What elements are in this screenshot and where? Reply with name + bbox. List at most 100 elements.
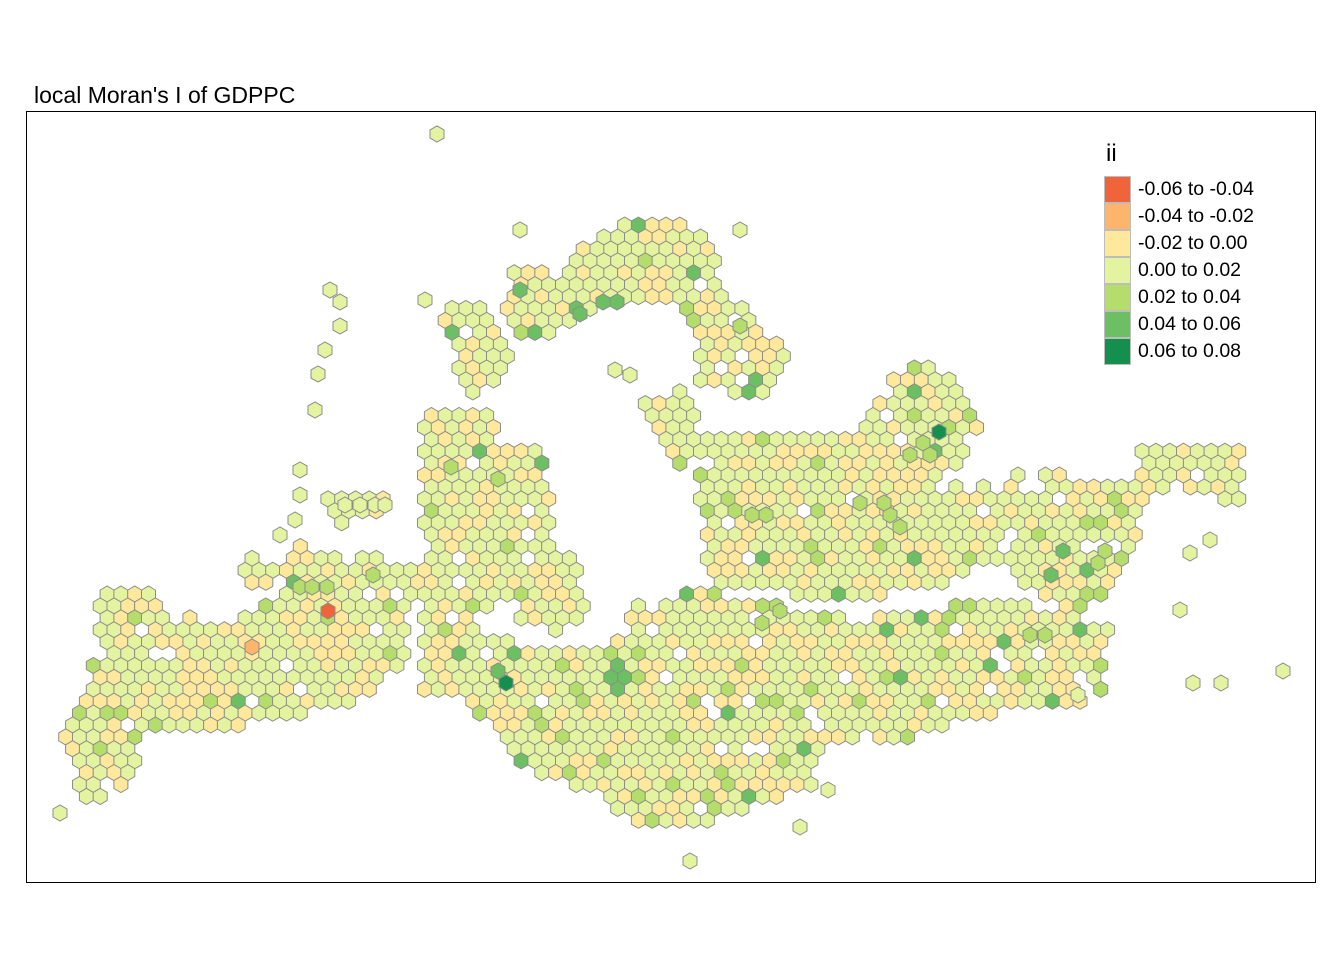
map-frame <box>26 111 1316 883</box>
hex-cell <box>365 566 381 584</box>
hex-cell <box>982 704 998 722</box>
hex-cell <box>272 526 288 544</box>
hex-cell <box>975 549 991 568</box>
hex-cell <box>755 787 771 806</box>
hex-cell <box>876 494 892 512</box>
legend-swatch <box>1104 230 1131 257</box>
hex-cell <box>607 361 623 379</box>
hex-cell <box>443 458 459 476</box>
hex-cell <box>389 656 405 675</box>
hex-cell <box>1182 544 1198 562</box>
hex-cell <box>430 680 446 698</box>
hex-cell <box>852 494 868 512</box>
legend-item: -0.02 to 0.00 <box>1104 230 1254 257</box>
legend-label: -0.02 to 0.00 <box>1138 232 1248 254</box>
hex-cell <box>1031 692 1047 710</box>
hex-cell <box>332 293 348 311</box>
hex-cell <box>644 811 660 829</box>
hex-cell <box>622 366 638 384</box>
map-title: local Moran's I of GDPPC <box>34 82 296 108</box>
hex-cell <box>377 496 393 514</box>
hex-cell <box>1090 554 1106 572</box>
hex-cell <box>872 585 888 603</box>
legend-item: 0.04 to 0.06 <box>1104 311 1254 338</box>
hex-cell <box>1086 525 1102 544</box>
hex-cell <box>902 446 918 464</box>
hex-cell <box>741 383 757 401</box>
hex-cell <box>327 692 343 710</box>
hex-cell <box>955 561 971 579</box>
hex-cell <box>319 578 335 596</box>
legend-swatch <box>1104 311 1131 338</box>
hex-cell <box>513 752 529 770</box>
legend-swatch <box>1104 203 1131 230</box>
hex-cell <box>230 716 246 734</box>
hex-cell <box>686 811 702 829</box>
hex-cell <box>322 281 338 299</box>
hex-cell <box>644 287 660 306</box>
hex-cell <box>744 506 760 524</box>
hex-cell <box>341 692 357 710</box>
hex-cell <box>789 585 805 603</box>
hex-cell <box>292 461 308 479</box>
hex-cell <box>307 401 323 419</box>
hex-cell <box>78 787 94 806</box>
hex-cell <box>154 633 170 651</box>
hex-cell <box>251 704 267 722</box>
hex-cell <box>1202 531 1218 549</box>
hex-cell <box>161 716 177 734</box>
hex-cell <box>1037 626 1053 644</box>
hex-cell <box>1070 686 1086 704</box>
hex-cell <box>1043 566 1059 584</box>
legend-swatch <box>1104 284 1131 311</box>
hex-cell <box>732 221 748 239</box>
hex-cell <box>858 585 874 603</box>
legend-label: 0.04 to 0.06 <box>1138 313 1242 335</box>
hex-cell <box>1213 674 1229 692</box>
hex-cell <box>900 728 915 746</box>
hex-cell <box>630 287 646 306</box>
legend-label: 0.02 to 0.04 <box>1138 286 1242 308</box>
legend-item: -0.04 to -0.02 <box>1104 203 1254 230</box>
hex-cell <box>727 573 743 591</box>
hex-cell <box>1044 692 1060 710</box>
hex-cell <box>595 293 611 311</box>
hex-cell <box>720 799 736 817</box>
legend-item: 0.06 to 0.08 <box>1104 338 1254 365</box>
hex-cell <box>803 585 819 603</box>
hex-cell <box>658 287 674 306</box>
hex-cell <box>872 728 888 746</box>
hex-cell <box>1093 680 1109 698</box>
hex-cell <box>658 811 674 829</box>
hex-cell <box>572 305 588 323</box>
hex-cell <box>789 775 805 794</box>
hex-cell <box>317 341 333 359</box>
hex-cell <box>755 573 771 591</box>
hex-cell <box>352 496 368 514</box>
hex-cell <box>844 728 860 746</box>
hex-cell <box>803 775 819 794</box>
hex-cell <box>113 775 129 794</box>
hex-cell <box>1196 478 1212 496</box>
hex-cell <box>693 442 708 460</box>
hex-cell <box>486 371 501 389</box>
hex-cell <box>361 680 377 698</box>
hex-cell <box>768 573 784 591</box>
hex-cell <box>989 549 1005 568</box>
hex-cell <box>490 470 506 488</box>
hex-cell <box>534 763 550 782</box>
hex-cell <box>934 573 950 591</box>
legend-label: 0.00 to 0.02 <box>1138 259 1242 281</box>
hex-cell <box>334 514 350 532</box>
hex-cell <box>175 716 191 734</box>
hex-cell <box>332 317 348 335</box>
hex-cell <box>279 704 294 722</box>
hex-cell <box>304 578 320 596</box>
legend-label: -0.06 to -0.04 <box>1138 178 1254 200</box>
hex-cell <box>1022 626 1038 644</box>
hex-cell <box>772 602 788 620</box>
hex-cell <box>693 371 708 389</box>
hex-cell <box>189 716 205 734</box>
hex-cell <box>920 716 936 734</box>
